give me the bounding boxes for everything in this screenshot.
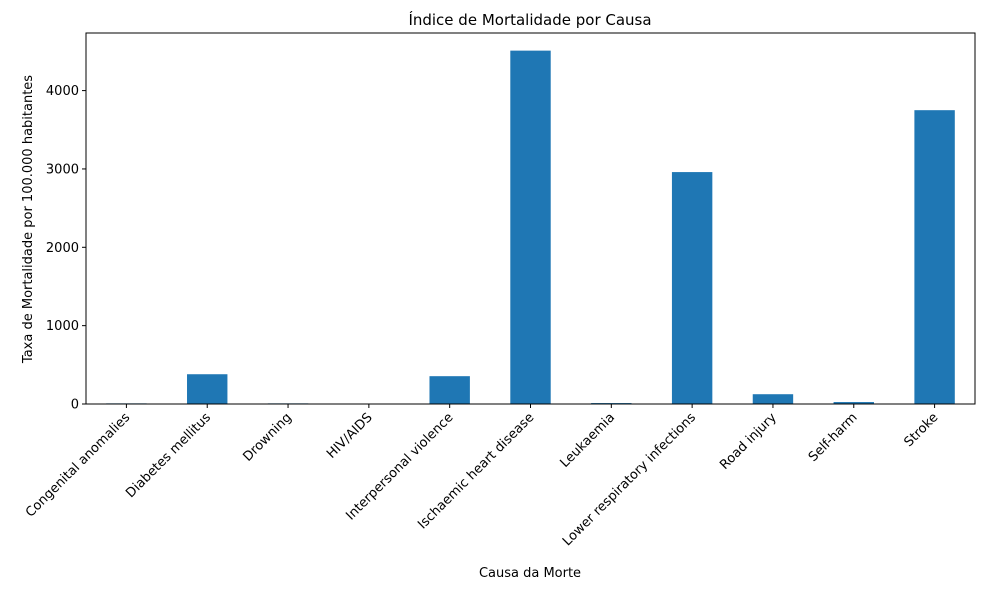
x-tick-label: Diabetes mellitus [123, 410, 214, 501]
y-tick-label: 4000 [46, 84, 79, 99]
y-tick-label: 3000 [46, 162, 79, 177]
chart-title: Índice de Mortalidade por Causa [408, 10, 651, 29]
bar [914, 110, 954, 404]
bar [429, 376, 469, 404]
bars-group [106, 51, 955, 404]
bar [187, 374, 227, 404]
x-tick-label: Self-harm [806, 410, 861, 465]
y-axis-label: Taxa de Mortalidade por 100.000 habitant… [21, 75, 36, 364]
x-tick-label: Road injury [717, 410, 780, 473]
y-axis: 0 1000 2000 3000 4000 [46, 84, 86, 412]
x-tick-label: Drowning [240, 410, 294, 464]
x-tick-label: Stroke [902, 410, 942, 450]
x-tick-label: Congenital anomalies [23, 410, 133, 520]
x-axis-label: Causa da Morte [479, 566, 581, 581]
y-tick-label: 0 [71, 398, 79, 413]
bar [510, 51, 550, 404]
x-tick-label: Leukaemia [558, 410, 619, 471]
x-tick-label: Lower respiratory infections [560, 410, 699, 549]
bar [753, 394, 793, 404]
y-tick-label: 2000 [46, 241, 79, 256]
y-tick-label: 1000 [46, 319, 79, 334]
bar [672, 172, 712, 404]
x-tick-label: HIV/AIDS [324, 410, 376, 462]
